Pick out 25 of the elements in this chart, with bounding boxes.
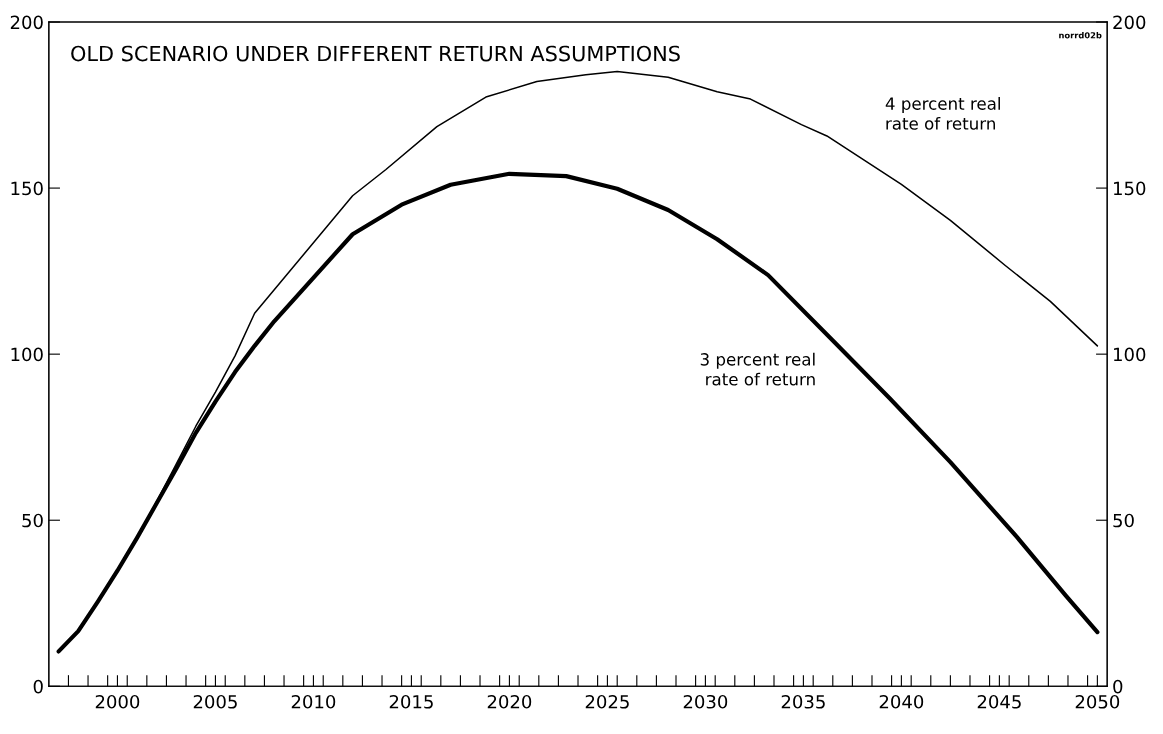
x-tick-label: 2020 xyxy=(487,694,532,709)
y-tick-label: 100 xyxy=(11,347,43,362)
x-tick-label: 2015 xyxy=(389,694,433,709)
y2-tick-label: 50 xyxy=(1113,513,1134,528)
text: OLD SCENARIO UNDER DIFFERENT RETURN ASSUMPTIONS xyxy=(71,45,680,62)
x-tick-label: 2040 xyxy=(879,694,924,709)
y-tick-label: 0 xyxy=(33,679,43,694)
x-tick-label: 2050 xyxy=(1075,694,1120,709)
x-tick-label: 2000 xyxy=(95,694,140,709)
x-tick-label: 2005 xyxy=(193,694,237,709)
y-tick-label: 200 xyxy=(10,15,43,30)
y2-tick-label: 150 xyxy=(1114,181,1146,196)
x-tick-label: 2025 xyxy=(585,694,629,709)
y2-tick-label: 0 xyxy=(1113,679,1123,694)
x-tick-label: 2030 xyxy=(683,694,728,709)
x-tick-label: 2035 xyxy=(781,694,825,709)
x-tick-label: 2010 xyxy=(291,694,336,709)
y2-tick-label: 100 xyxy=(1114,347,1146,362)
text: 4 percent real rate of return xyxy=(885,96,1000,130)
y-tick-label: 150 xyxy=(11,181,43,196)
y2-tick-label: 200 xyxy=(1113,15,1146,30)
y-tick-label: 50 xyxy=(22,513,43,528)
annotation: norrd02b xyxy=(1059,31,1102,39)
series-label: 3 percent real rate of return xyxy=(700,352,815,386)
x-tick-label: 2045 xyxy=(977,694,1021,709)
